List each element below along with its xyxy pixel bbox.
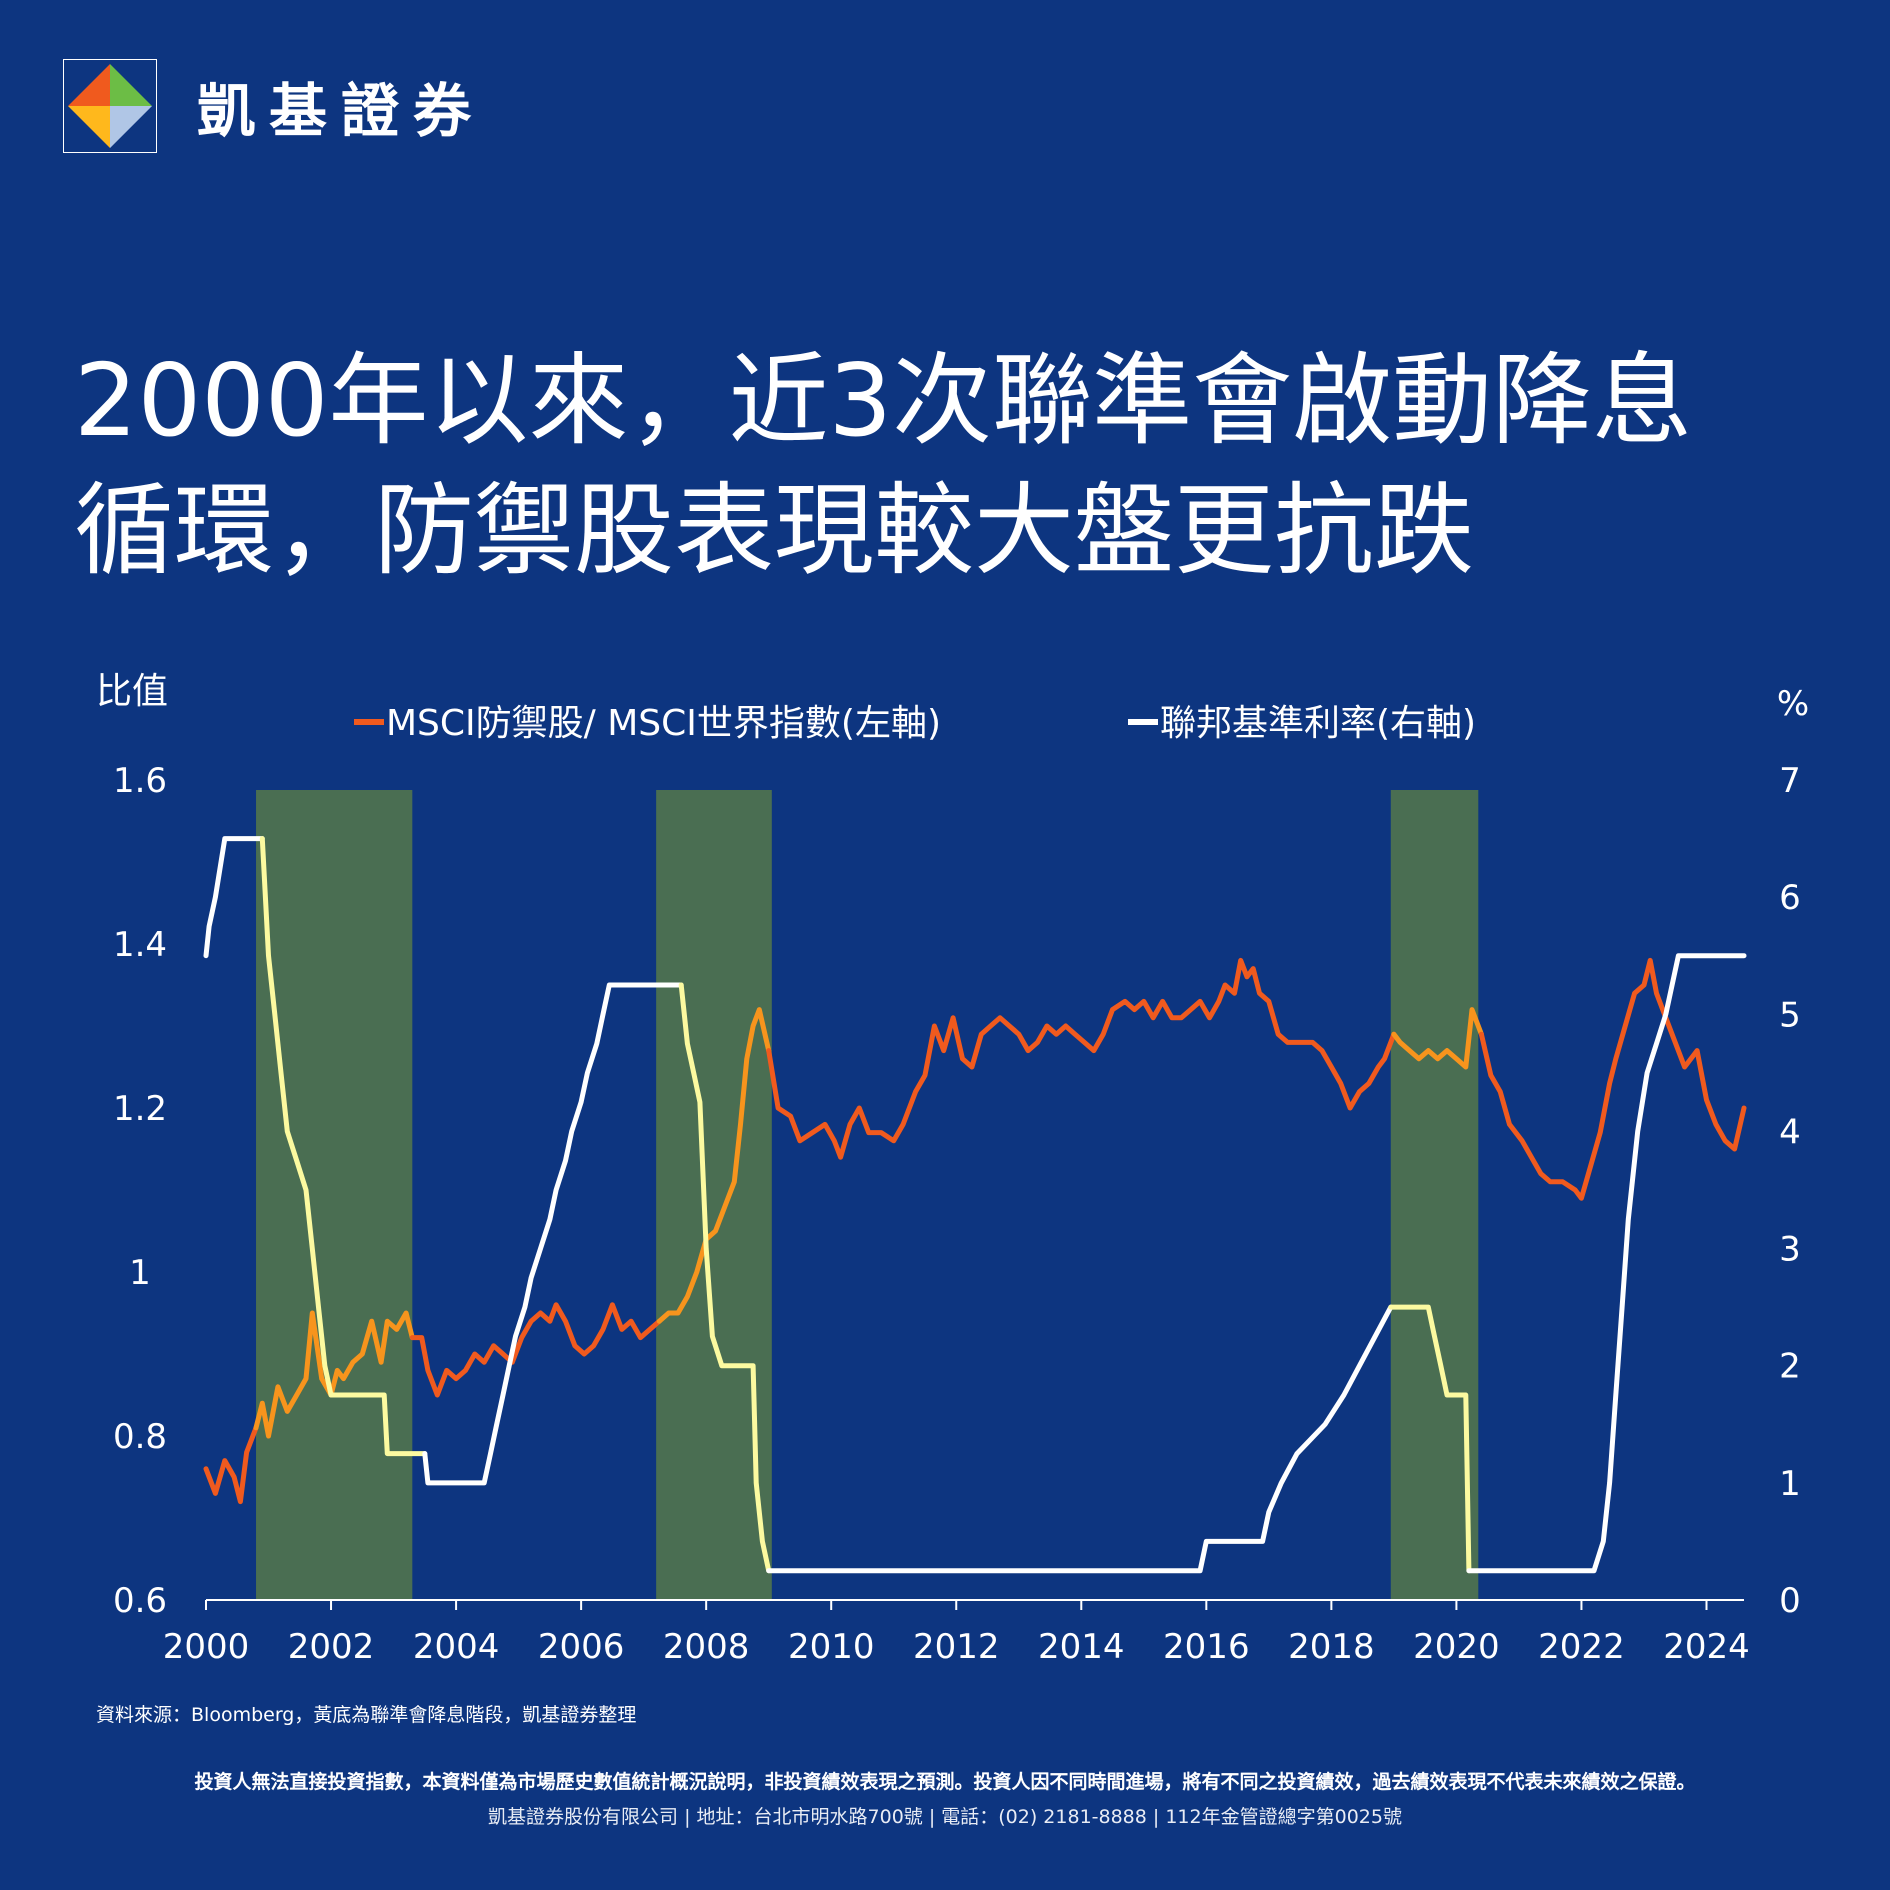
rate-segment-7 [1466,953,1747,1574]
x-tick-label-2002: 2002 [288,1627,375,1667]
easing-period-band-3 [1390,790,1479,1600]
x-tick-label-2000: 2000 [163,1627,250,1667]
ratio-segment-2 [253,1310,415,1439]
right-tick-label-1: 1 [1779,1464,1801,1504]
x-tick-label-2024: 2024 [1663,1627,1750,1667]
x-tick-label-2016: 2016 [1163,1627,1250,1667]
rate-segment-4 [678,982,772,1574]
left-tick-label-1: 1 [129,1253,151,1293]
right-tick-label-3: 3 [1779,1230,1801,1270]
right-axis-label: % [1777,684,1809,724]
ratio-segment-7 [1478,957,1747,1201]
ratio-segment-4 [656,1007,772,1324]
ratio-segment-1 [203,1425,259,1505]
series-rate [203,836,1747,1574]
left-tick-label-1.6: 1.6 [113,761,167,801]
series-ratio [203,957,1747,1505]
right-tick-label-5: 5 [1779,995,1801,1035]
x-tick-label-2008: 2008 [663,1627,750,1667]
right-tick-label-6: 6 [1779,878,1801,918]
ratio-segment-5 [766,957,1397,1160]
left-tick-label-1.4: 1.4 [113,925,167,965]
ratio-segment-3 [409,1302,662,1398]
left-tick-label-1.2: 1.2 [113,1089,167,1129]
source-note: 資料來源：Bloomberg，黃底為聯準會降息階段，凱基證券整理 [96,1704,637,1726]
x-tick-label-2020: 2020 [1413,1627,1500,1667]
headline-line-1: 2000年以來，近3次聯準會啟動降息 [74,342,1693,459]
left-axis-label: 比值 [96,671,168,712]
legend-label-1: MSCI防禦股/ MSCI世界指數(左軸) [386,703,941,744]
right-tick-label-2: 2 [1779,1347,1801,1387]
logo-diamond-icon [63,59,157,153]
x-tick-label-2004: 2004 [413,1627,500,1667]
rate-segment-5 [766,1304,1394,1574]
x-tick-label-2010: 2010 [788,1627,875,1667]
right-tick-label-7: 7 [1779,761,1801,801]
ratio-segment-6 [1391,1007,1484,1070]
right-tick-label-4: 4 [1779,1112,1801,1152]
x-tick-label-2018: 2018 [1288,1627,1375,1667]
rate-segment-6 [1388,1304,1472,1574]
easing-period-band-2 [656,790,772,1600]
disclaimer: 投資人無法直接投資指數，本資料僅為市場歷史數值統計概況說明，非投資績效表現之預測… [194,1771,1696,1793]
legend-label-2: 聯邦基準利率(右軸) [1160,703,1476,744]
x-tick-label-2006: 2006 [538,1627,625,1667]
x-tick-label-2022: 2022 [1538,1627,1625,1667]
easing-period-band-1 [256,790,413,1600]
left-tick-label-0.6: 0.6 [113,1581,167,1621]
rate-segment-3 [422,982,684,1486]
headline: 2000年以來，近3次聯準會啟動降息 循環，防禦股表現較大盤更抗跌 [74,336,1854,596]
left-tick-label-0.8: 0.8 [113,1417,167,1457]
company-info: 凱基證券股份有限公司 | 地址：台北市明水路700號 | 電話：(02) 218… [488,1806,1402,1828]
rate-segment-1 [203,836,265,959]
brand-name: 凱基證券 [197,77,486,145]
right-tick-label-0: 0 [1779,1581,1801,1621]
x-tick-label-2012: 2012 [913,1627,1000,1667]
headline-line-2: 循環，防禦股表現較大盤更抗跌 [74,472,1474,589]
brand-logo: 凱基證券 [63,59,485,153]
rate-segment-2 [259,836,428,1457]
x-tick-label-2014: 2014 [1038,1627,1125,1667]
